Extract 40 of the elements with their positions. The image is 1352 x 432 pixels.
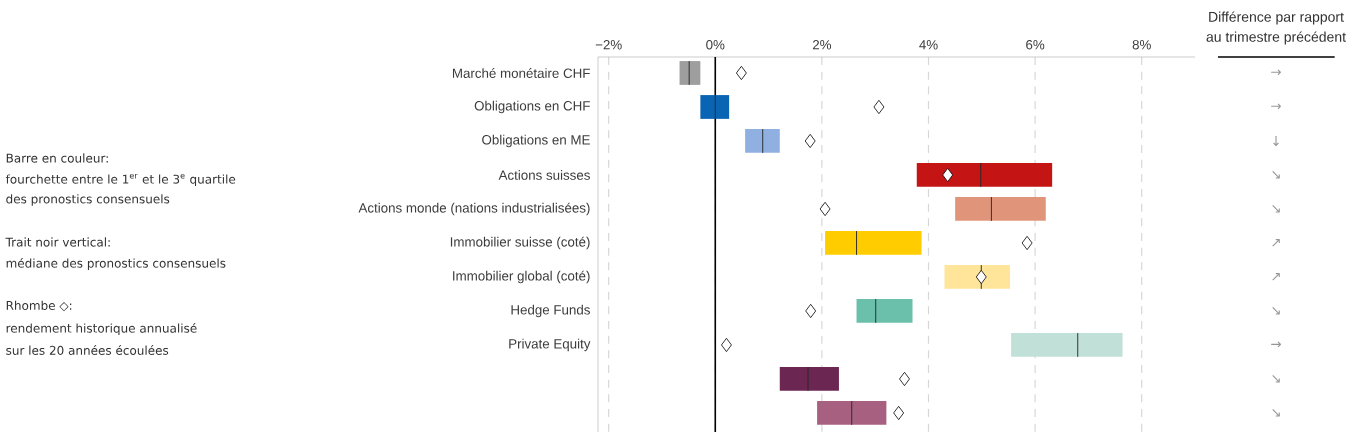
text: ↗ xyxy=(1272,273,1280,281)
x-tick-label: 0% xyxy=(706,40,725,50)
point xyxy=(942,167,954,183)
x-tick-label: 2% xyxy=(812,40,832,50)
point xyxy=(819,201,831,217)
text: ↓ xyxy=(1273,136,1279,146)
x-tick-label: 4% xyxy=(919,40,938,50)
point xyxy=(805,303,817,319)
x-tick-label: 8% xyxy=(1132,40,1151,50)
y-tick-label: Marché monétaire CHF xyxy=(452,67,590,78)
text: Trait noir vertical: xyxy=(5,237,110,247)
y-tick-label: Actions monde (nations industrialisées) xyxy=(358,202,590,216)
point xyxy=(975,269,987,285)
text: ↘ xyxy=(1272,307,1280,315)
y-tick-label: Hedge Funds xyxy=(511,304,590,318)
y-tick-label: Obligations en CHF xyxy=(474,100,590,114)
text: rendement historique annualisé xyxy=(6,322,197,336)
text: fourchette entre le 1$^{er}$ et le 3$^{e}$ quartile xyxy=(5,173,236,187)
text: ↘ xyxy=(1272,205,1280,213)
text: ↘ xyxy=(1272,409,1280,417)
text: ↗ xyxy=(1272,239,1280,247)
y-tick-label: Actions suisses xyxy=(498,170,590,180)
text: → xyxy=(1271,69,1281,76)
y-tick-label: Obligations en ME xyxy=(482,134,590,148)
y-tick-label: Immobilier suisse (coté) xyxy=(450,236,590,250)
text: au trimestre précédent xyxy=(1206,31,1346,45)
text: médiane des pronostics consensuels xyxy=(6,257,226,271)
text: → xyxy=(1271,341,1281,348)
x-tick-label: −2% xyxy=(595,40,622,50)
text: Barre en couleur: xyxy=(6,153,108,163)
x-tick-label: 6% xyxy=(1026,40,1045,50)
text: des pronostics consensuels xyxy=(6,194,170,206)
text: Rhombe ◇: xyxy=(6,300,72,312)
text: sur les 20 années écoulées xyxy=(6,345,169,355)
text: ↘ xyxy=(1272,375,1280,383)
text: Différence par rapport xyxy=(1209,11,1344,25)
text: ↘ xyxy=(1272,171,1280,179)
y-tick-label: Immobilier global (coté) xyxy=(453,270,590,284)
text: → xyxy=(1271,103,1281,110)
y-tick-label: Private Equity xyxy=(509,338,591,352)
